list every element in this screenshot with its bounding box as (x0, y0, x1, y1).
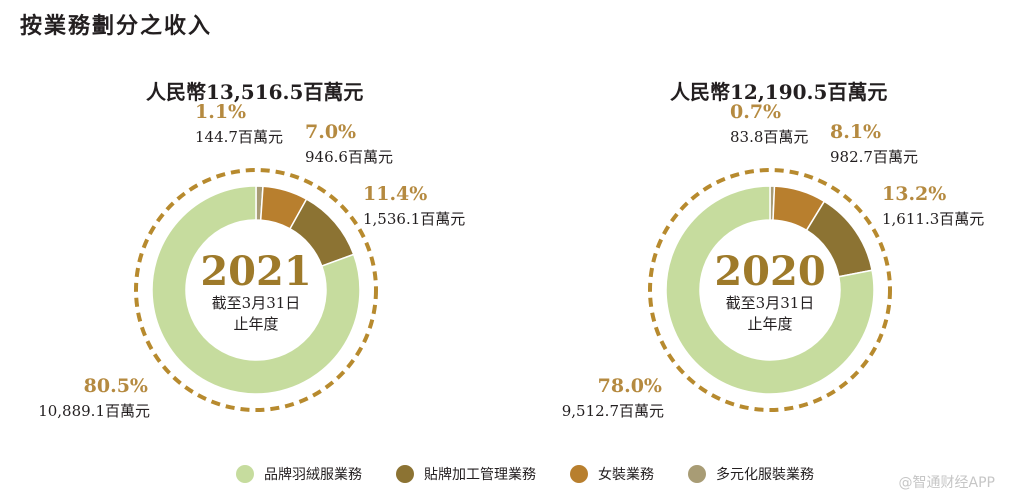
amount-label-2021-2: 946.6百萬元 (305, 148, 393, 166)
legend-label-women: 女裝業務 (598, 467, 654, 483)
amount-label-2020-4: 9,512.7百萬元 (562, 402, 664, 420)
center-year-2020: 2020 (714, 248, 825, 295)
pct-label-2020-1: 0.7% (730, 101, 781, 123)
pct-label-2020-2: 8.1% (830, 121, 881, 143)
amount-label-2020-1: 83.8百萬元 (730, 128, 808, 146)
dashed-ring-2020 (648, 168, 892, 412)
legend-label-brand: 品牌羽絨服業務 (264, 467, 362, 483)
pct-label-2020-3: 13.2% (882, 183, 946, 205)
center-line2-2020: 止年度 (747, 315, 792, 333)
center-year-2021: 2021 (200, 248, 311, 295)
chart-2020-total: 人民幣12,190.5百萬元 (670, 80, 888, 104)
legend-swatch-brand (236, 465, 254, 483)
pct-label-2020-4: 78.0% (598, 375, 662, 397)
pct-label-2021-1: 1.1% (195, 101, 246, 123)
legend-swatch-diversified (688, 465, 706, 483)
center-line1-2021: 截至3月31日 (212, 294, 301, 312)
legend-swatch-women (570, 465, 588, 483)
dashed-ring-2021 (134, 168, 378, 412)
slice-2021-4 (151, 185, 361, 395)
legend-item-oem: 貼牌加工管理業務 (396, 464, 536, 484)
legend-item-women: 女裝業務 (570, 464, 654, 484)
chart-2021-total: 人民幣13,516.5百萬元 (146, 80, 364, 104)
amount-label-2021-1: 144.7百萬元 (195, 128, 283, 146)
amount-label-2020-2: 982.7百萬元 (830, 148, 918, 166)
pct-label-2021-2: 7.0% (305, 121, 356, 143)
legend-item-diversified: 多元化服裝業務 (688, 464, 814, 484)
pct-label-2021-4: 80.5% (84, 375, 148, 397)
amount-label-2021-3: 1,536.1百萬元 (363, 210, 465, 228)
legend-swatch-oem (396, 465, 414, 483)
center-line1-2020: 截至3月31日 (726, 294, 815, 312)
legend-label-oem: 貼牌加工管理業務 (424, 467, 536, 483)
slice-2020-4 (665, 185, 875, 395)
watermark: @智通财经APP (898, 475, 995, 491)
legend-label-diversified: 多元化服裝業務 (716, 467, 814, 483)
legend: 品牌羽絨服業務 貼牌加工管理業務 女裝業務 多元化服裝業務 (236, 462, 814, 486)
amount-label-2021-4: 10,889.1百萬元 (38, 402, 150, 420)
pct-label-2021-3: 11.4% (363, 183, 427, 205)
legend-item-brand: 品牌羽絨服業務 (236, 464, 362, 484)
page-title: 按業務劃分之收入 (20, 14, 213, 39)
center-line2-2021: 止年度 (233, 315, 278, 333)
amount-label-2020-3: 1,611.3百萬元 (882, 210, 984, 228)
